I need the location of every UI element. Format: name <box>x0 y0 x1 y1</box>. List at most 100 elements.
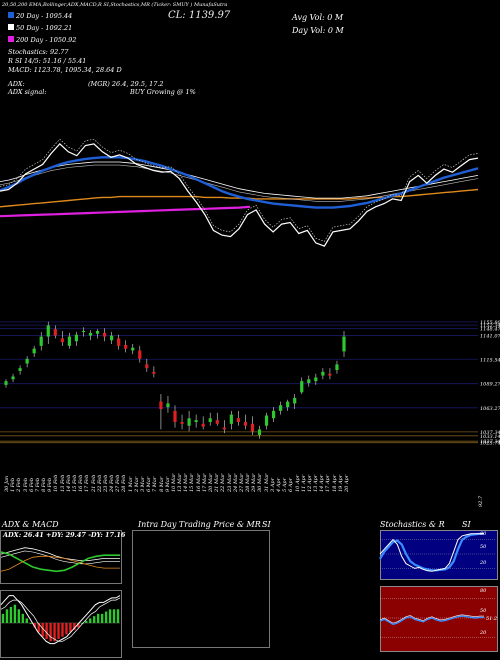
macd-histogram-bar <box>5 609 9 623</box>
macd-histogram-bar <box>29 623 32 624</box>
candle-body <box>229 414 233 424</box>
candle-body <box>53 329 57 336</box>
candle-body <box>307 379 311 383</box>
adx-line-secondary <box>0 550 120 565</box>
price-tick-label: 1148.47 <box>480 327 500 333</box>
candle-body <box>286 401 290 408</box>
candle-body <box>264 415 269 426</box>
adx-signal-label: ADX signal: <box>8 88 47 96</box>
price-line <box>0 143 479 247</box>
rsi-tick-50: 50 <box>480 608 487 614</box>
ticker-line: 20,50,200 EMA,Bollinger,ADX,MACD,R SI,St… <box>2 2 228 8</box>
candle-body <box>257 429 262 435</box>
price-tick-label: 1141.07 <box>480 334 500 340</box>
macd-histogram-bar <box>93 616 96 623</box>
macd-histogram-bar <box>53 623 56 642</box>
price-tick-label: 1155.80 <box>480 320 500 326</box>
candle-body <box>173 410 177 422</box>
stochastics-d-line <box>379 532 484 572</box>
close-price-label: CL: 1139.97 <box>168 10 231 21</box>
candle-body <box>222 427 226 430</box>
date-tick-label: 7 Feb <box>34 477 41 492</box>
date-tick-label: 6 Feb <box>28 477 35 492</box>
date-tick-label: 31 Mar <box>263 473 270 492</box>
date-tick-label: 10 Apr <box>294 474 301 492</box>
macd-chart <box>0 595 121 645</box>
macd-histogram-bar <box>21 613 25 623</box>
date-tick-label: 23 Feb <box>102 474 109 492</box>
date-tick-label: 14 Feb <box>65 474 72 492</box>
rsi-panel <box>380 586 498 652</box>
macd-histogram-bar <box>96 613 100 623</box>
candle-body <box>187 418 191 426</box>
plus-di-line <box>0 551 120 573</box>
candle-body <box>18 368 22 371</box>
candle-body <box>180 422 184 424</box>
macd-histogram-bar <box>108 609 112 623</box>
date-tick-label: 7 Mar <box>152 476 159 492</box>
candle-body <box>138 350 142 359</box>
macd-histogram-bar <box>61 623 64 637</box>
macd-histogram-bar <box>65 623 68 635</box>
minus-di-line <box>0 555 120 572</box>
macd-histogram-bar <box>69 623 72 633</box>
date-tick-label: 27 Mar <box>238 473 245 492</box>
candle-body <box>60 338 64 343</box>
date-tick-label: 30 Mar <box>257 473 264 492</box>
macd-histogram-bar <box>112 609 116 623</box>
adx-label: ADX: <box>8 80 25 88</box>
date-tick-label: 17 Mar <box>201 473 208 492</box>
stochastics-tick-20: 20 <box>480 560 487 566</box>
candle-body <box>145 364 149 369</box>
rsi-chart: 51.2 <box>379 598 497 638</box>
adx-line <box>0 547 120 562</box>
date-tick-label: 28 Feb <box>121 474 128 492</box>
day-volume-label: Day Vol: 0 M <box>292 26 344 35</box>
date-tick-label: 1 Mar <box>127 476 134 492</box>
macd-histogram-bar <box>13 604 17 623</box>
candle-body <box>342 336 346 352</box>
rsi-tick-80: 80 <box>480 588 487 594</box>
candle-body <box>152 371 156 374</box>
candle-body <box>131 347 135 351</box>
ema-orange-line <box>0 188 479 208</box>
candle-body <box>208 418 212 422</box>
date-tick-label: 19 Apr <box>337 474 344 492</box>
macd-histogram-bar <box>41 623 44 637</box>
price-tick-label: 1063.27 <box>480 406 500 412</box>
date-tick-label: 23 Mar <box>226 473 233 492</box>
candle-body <box>117 338 121 346</box>
candle-body <box>201 423 205 427</box>
adx-values: ADX: 26.41 +DY: 29.47 -DY: 17.16 <box>3 531 126 539</box>
date-tick-label: 18 Apr <box>331 474 338 492</box>
macd-panel <box>0 590 122 658</box>
rsi-signal-line <box>379 614 484 624</box>
date-tick-label: 9 Mar <box>164 476 171 492</box>
candle-body <box>335 364 339 370</box>
legend-swatch-magenta-icon <box>8 36 14 42</box>
stochastics-tick-50: 50 <box>480 544 487 550</box>
date-tick-label: 12 Apr <box>306 474 313 492</box>
price-tick-label: 1037.34 <box>480 430 500 436</box>
candle-body <box>314 377 318 382</box>
candle-body <box>194 420 198 422</box>
ema-line-chart <box>0 138 479 247</box>
candle-body <box>243 422 248 426</box>
candle-body <box>81 331 86 332</box>
legend-swatch-white-icon <box>8 24 14 30</box>
rsi-readout: R SI 14/5: 51.16 / 55.41 <box>8 57 87 65</box>
stochastics-k-line <box>379 532 485 572</box>
macd-histogram-bar <box>77 623 80 628</box>
buy-signal: BUY Growing @ 1% <box>130 88 196 96</box>
stochastics-rsi-title: Stochastics & R <box>380 520 445 529</box>
macd-histogram-bar <box>33 623 36 628</box>
candle-body <box>4 381 8 385</box>
price-tick-label: 1025.74 <box>480 441 500 447</box>
candle-body <box>67 336 71 346</box>
candle-body <box>321 371 325 376</box>
rsi-value-label: 51.2 <box>486 616 497 622</box>
stochastics-readout: Stochastics: 92.77 <box>8 48 69 56</box>
rsi-line <box>379 615 484 626</box>
macd-histogram-bar <box>116 609 120 623</box>
